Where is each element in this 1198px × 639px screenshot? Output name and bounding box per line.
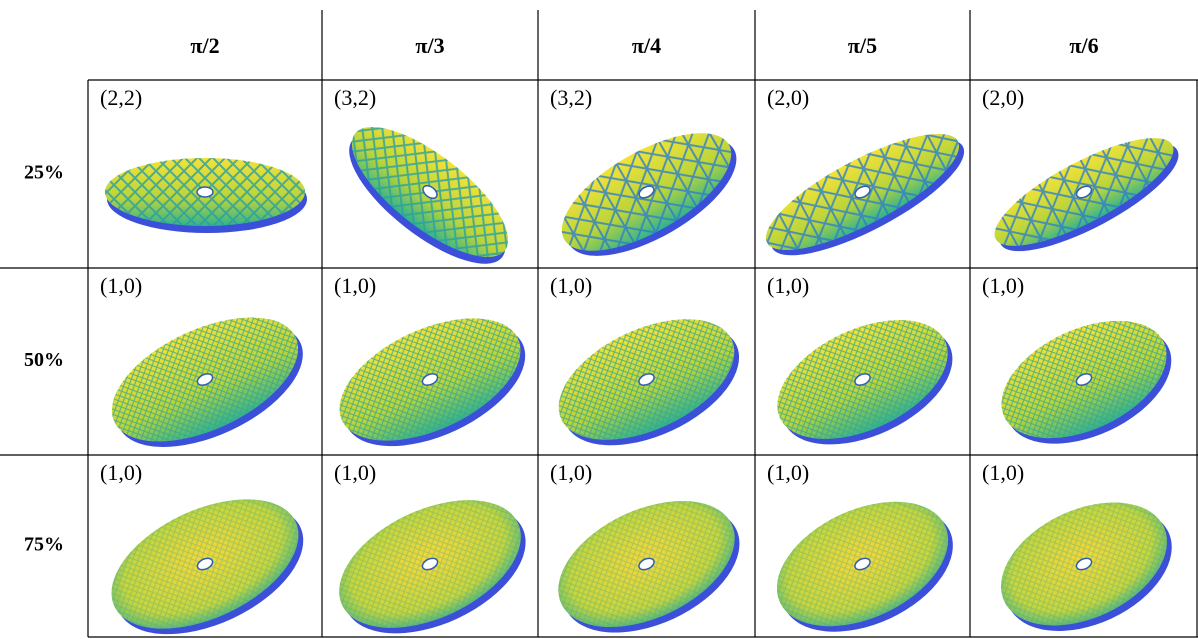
surface-mesh: [92, 473, 319, 639]
cell-label: (2,0): [982, 85, 1024, 110]
cell-label: (3,2): [550, 85, 592, 110]
surface-render: [983, 296, 1190, 468]
surface-render: [93, 291, 321, 473]
column-header: π/3: [415, 33, 444, 58]
surface-render: [544, 109, 754, 280]
row-label: 50%: [24, 349, 64, 371]
row-label: 25%: [24, 162, 64, 184]
surface-render: [981, 477, 1191, 639]
surface-render: [92, 472, 324, 639]
row-label: 75%: [24, 534, 64, 556]
surface-render: [752, 112, 978, 277]
surface-render: [982, 118, 1192, 272]
cell-label: (1,0): [334, 460, 376, 485]
cell-label: (1,0): [767, 273, 809, 298]
cell-label: (3,2): [334, 85, 376, 110]
cell-label: (1,0): [982, 460, 1024, 485]
figure-table: π/2 π/3 π/4 π/5 π/6 25% (2,2) (3,2) (3,2) (2,0) (2…: [0, 0, 1198, 639]
column-header: π/4: [632, 33, 661, 58]
surface-render: [757, 476, 972, 639]
cell-label: (1,0): [550, 273, 592, 298]
cell-label: (1,0): [982, 273, 1024, 298]
surface-render: [329, 105, 529, 285]
surface-render: [319, 473, 545, 639]
surface-render: [540, 294, 757, 471]
cell-label: (1,0): [100, 460, 142, 485]
surface-render: [321, 292, 544, 472]
column-header: π/2: [190, 33, 219, 58]
surface-mesh: [319, 474, 540, 639]
surface-mesh: [538, 475, 754, 639]
surface-render: [538, 474, 759, 639]
cell-label: (1,0): [100, 273, 142, 298]
cell-label: (2,2): [100, 85, 142, 110]
column-header: π/6: [1069, 33, 1098, 58]
cell-label: (2,0): [767, 85, 809, 110]
surface-render: [759, 295, 971, 470]
cell-label: (1,0): [767, 460, 809, 485]
surface-hole: [197, 187, 213, 197]
surface-render: [105, 158, 307, 233]
column-header: π/5: [848, 33, 877, 58]
surface-mesh: [757, 477, 968, 639]
cell-label: (1,0): [550, 460, 592, 485]
cell-label: (1,0): [334, 273, 376, 298]
